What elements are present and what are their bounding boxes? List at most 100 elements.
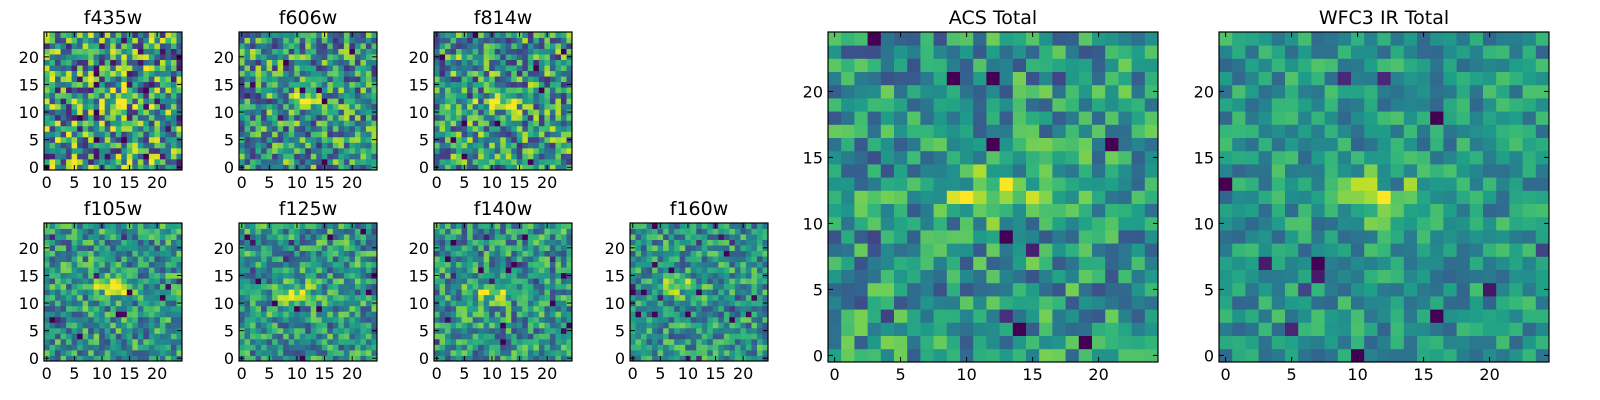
heatmap-cell xyxy=(349,142,356,149)
heatmap-cell xyxy=(549,92,556,99)
heatmap-cell xyxy=(751,234,758,240)
heatmap-cells-f814w xyxy=(434,32,573,171)
heatmap-cell xyxy=(516,261,523,268)
heatmap-cell xyxy=(1144,243,1159,257)
heatmap-cell xyxy=(854,322,868,336)
heatmap-cell xyxy=(327,261,334,268)
heatmap-cell xyxy=(679,355,686,362)
heatmap-cell xyxy=(121,316,128,323)
heatmap-cell xyxy=(332,245,339,251)
heatmap-cell xyxy=(266,142,273,149)
heatmap-cell xyxy=(762,316,769,323)
heatmap-cell xyxy=(239,305,245,312)
heatmap-cell xyxy=(305,355,312,362)
heatmap-cell xyxy=(723,234,730,240)
heatmap-cell xyxy=(646,245,653,251)
heatmap-cell xyxy=(327,228,334,235)
heatmap-cell xyxy=(483,120,490,127)
heatmap-cell xyxy=(723,349,730,356)
heatmap-cell xyxy=(907,216,921,231)
heatmap-cell xyxy=(354,338,361,345)
heatmap-cell xyxy=(321,158,328,165)
heatmap-cell xyxy=(82,272,89,279)
heatmap-cell xyxy=(165,294,172,301)
heatmap-cell xyxy=(261,300,267,307)
heatmap-cell xyxy=(148,164,155,171)
heatmap-cell xyxy=(674,250,681,257)
heatmap-cell xyxy=(244,158,251,165)
heatmap-cell xyxy=(299,114,306,121)
heatmap-cell xyxy=(679,283,686,290)
heatmap-cell xyxy=(712,300,719,307)
heatmap-cell xyxy=(255,125,262,132)
heatmap-cell xyxy=(176,223,183,229)
heatmap-cell xyxy=(99,234,106,240)
heatmap-cell xyxy=(99,344,106,351)
heatmap-cell xyxy=(327,120,334,127)
heatmap-cell xyxy=(338,136,345,143)
heatmap-cell xyxy=(261,311,267,318)
heatmap-cell xyxy=(555,120,562,127)
heatmap-cell xyxy=(115,311,122,318)
heatmap-cell xyxy=(121,294,128,301)
heatmap-cell xyxy=(93,142,100,149)
heatmap-cell xyxy=(305,283,312,290)
heatmap-cell xyxy=(360,245,367,251)
heatmap-cell xyxy=(305,305,312,312)
heatmap-cell xyxy=(690,300,697,307)
heatmap-cell xyxy=(159,338,166,345)
heatmap-cell xyxy=(261,305,267,312)
heatmap-cell xyxy=(555,355,562,362)
y-tick-label: 5 xyxy=(29,322,39,341)
heatmap-cell xyxy=(88,136,95,143)
heatmap-cell xyxy=(244,294,251,301)
heatmap-cell xyxy=(516,92,523,99)
heatmap-cell xyxy=(159,158,166,165)
heatmap-cell xyxy=(104,114,111,121)
heatmap-cell xyxy=(461,272,468,279)
heatmap-cell xyxy=(121,98,128,105)
heatmap-cell xyxy=(500,256,507,263)
heatmap-cell xyxy=(478,256,485,263)
heatmap-cell xyxy=(310,272,317,279)
heatmap-cell xyxy=(718,349,725,356)
heatmap-cell xyxy=(159,355,166,362)
heatmap-cell xyxy=(176,147,183,154)
heatmap-cell xyxy=(154,37,161,44)
heatmap-cell xyxy=(266,147,273,154)
heatmap-cell xyxy=(239,147,245,154)
heatmap-cell xyxy=(505,261,512,268)
heatmap-cell xyxy=(707,245,714,251)
heatmap-cell xyxy=(277,136,284,143)
heatmap-cell xyxy=(533,289,540,296)
heatmap-cell xyxy=(126,114,133,121)
heatmap-cell xyxy=(148,120,155,127)
heatmap-cell xyxy=(434,59,440,66)
heatmap-cell xyxy=(176,76,183,83)
heatmap-cell xyxy=(533,81,540,88)
heatmap-cell xyxy=(1039,190,1053,204)
heatmap-cell xyxy=(707,261,714,268)
heatmap-cell xyxy=(555,261,562,268)
heatmap-cell xyxy=(657,256,664,263)
heatmap-cell xyxy=(338,278,345,285)
heatmap-cell xyxy=(349,311,356,318)
heatmap-cell xyxy=(960,256,974,270)
heatmap-cell xyxy=(544,261,551,268)
heatmap-cell xyxy=(527,125,534,132)
heatmap-cell xyxy=(533,164,540,171)
heatmap-cell xyxy=(679,289,686,296)
heatmap-cell xyxy=(93,87,100,94)
heatmap-cell xyxy=(828,164,842,178)
heatmap-cell xyxy=(483,109,490,116)
heatmap-cell xyxy=(456,125,462,132)
heatmap-cell xyxy=(132,147,139,154)
heatmap-cell xyxy=(707,272,714,279)
heatmap-cell xyxy=(154,327,161,334)
heatmap-cell xyxy=(652,311,658,318)
heatmap-cell xyxy=(555,294,562,301)
heatmap-cell xyxy=(511,76,518,83)
heatmap-cell xyxy=(894,164,908,178)
heatmap-cell xyxy=(60,158,67,165)
heatmap-cell xyxy=(549,349,556,356)
